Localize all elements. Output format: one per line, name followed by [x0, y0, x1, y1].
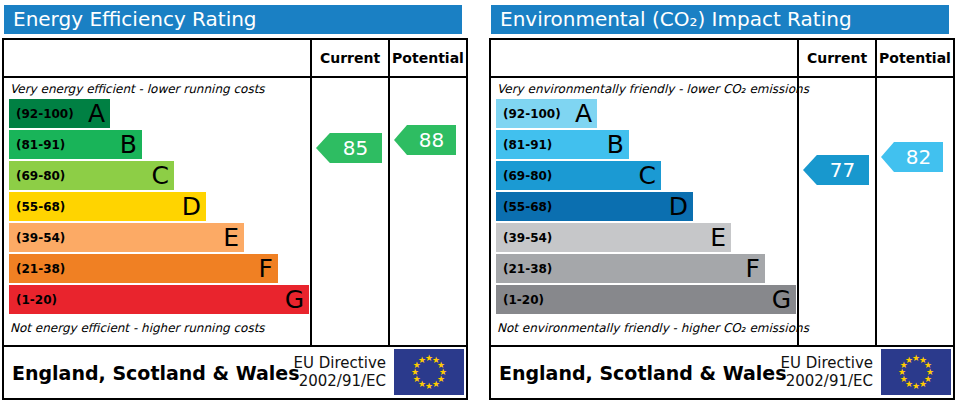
current-rating-arrow: 77	[803, 155, 869, 185]
energy-efficiency-panel: Energy Efficiency Rating Current Potenti…	[0, 0, 470, 404]
potential-rating-arrow: 88	[394, 125, 456, 155]
potential-column-divider	[388, 40, 390, 345]
band-b-letter: B	[120, 130, 137, 159]
current-rating-arrow: 85	[316, 133, 382, 163]
band-a: (92-100) A	[496, 99, 597, 128]
current-rating-value: 77	[830, 158, 855, 182]
band-d: (55-68) D	[496, 192, 693, 221]
environmental-rating-chart: Current Potential Very environmentally f…	[489, 38, 955, 400]
band-b: (81-91) B	[496, 130, 629, 159]
region-label: England, Scotland & Wales	[499, 362, 787, 384]
band-a-letter: A	[575, 99, 592, 128]
current-rating-value: 85	[343, 136, 368, 160]
band-d-range: (55-68)	[503, 200, 552, 214]
band-c: (69-80) C	[9, 161, 174, 190]
svg-text:★: ★	[912, 381, 920, 391]
band-f-letter: F	[746, 254, 760, 283]
band-c-range: (69-80)	[503, 169, 552, 183]
potential-rating-arrow: 82	[881, 142, 943, 172]
band-f: (21-38) F	[496, 254, 765, 283]
band-c-letter: C	[639, 161, 656, 190]
current-column-divider	[310, 40, 312, 345]
footer: England, Scotland & Wales EU Directive 2…	[4, 347, 466, 398]
footer: England, Scotland & Wales EU Directive 2…	[491, 347, 953, 398]
band-b-letter: B	[607, 130, 624, 159]
eu-flag-icon: ★★★ ★★★ ★★★ ★★★	[394, 349, 464, 395]
band-e: (39-54) E	[496, 223, 731, 252]
eu-directive-label: EU Directive 2002/91/EC	[781, 354, 873, 392]
svg-text:★: ★	[905, 355, 913, 365]
band-b-range: (81-91)	[16, 138, 65, 152]
band-f-letter: F	[259, 254, 273, 283]
band-a: (92-100) A	[9, 99, 110, 128]
svg-text:★: ★	[432, 379, 440, 389]
top-caption: Very environmentally friendly - lower CO…	[497, 82, 809, 96]
epc-rating-charts: Energy Efficiency Rating Current Potenti…	[0, 0, 957, 404]
band-a-range: (92-100)	[16, 107, 74, 121]
panel-title: Energy Efficiency Rating	[4, 5, 462, 34]
band-e-letter: E	[710, 223, 726, 252]
svg-text:★: ★	[425, 381, 433, 391]
eu-directive-line2: 2002/91/EC	[781, 373, 873, 392]
bottom-caption: Not energy efficient - higher running co…	[10, 321, 265, 335]
potential-rating-value: 88	[419, 128, 444, 152]
band-e: (39-54) E	[9, 223, 244, 252]
eu-directive-line2: 2002/91/EC	[294, 373, 386, 392]
svg-text:★: ★	[418, 355, 426, 365]
band-a-letter: A	[88, 99, 105, 128]
rating-bands: (92-100) A (81-91) B (69-80) C (55-68) D…	[9, 99, 310, 316]
band-c-range: (69-80)	[16, 169, 65, 183]
band-g: (1-20) G	[9, 285, 309, 314]
band-f: (21-38) F	[9, 254, 278, 283]
band-d-letter: D	[669, 192, 688, 221]
band-a-range: (92-100)	[503, 107, 561, 121]
band-f-range: (21-38)	[503, 262, 552, 276]
potential-rating-value: 82	[906, 145, 931, 169]
eu-directive-label: EU Directive 2002/91/EC	[294, 354, 386, 392]
region-label: England, Scotland & Wales	[12, 362, 300, 384]
band-c-letter: C	[152, 161, 169, 190]
band-g-range: (1-20)	[503, 293, 544, 307]
eu-directive-line1: EU Directive	[294, 354, 386, 373]
band-d-range: (55-68)	[16, 200, 65, 214]
band-g: (1-20) G	[496, 285, 796, 314]
svg-text:★: ★	[919, 379, 927, 389]
band-c: (69-80) C	[496, 161, 661, 190]
band-b-range: (81-91)	[503, 138, 552, 152]
potential-column-header: Potential	[390, 50, 466, 66]
band-d: (55-68) D	[9, 192, 206, 221]
environmental-impact-panel: Environmental (CO₂) Impact Rating Curren…	[487, 0, 957, 404]
band-f-range: (21-38)	[16, 262, 65, 276]
band-e-range: (39-54)	[503, 231, 552, 245]
band-e-letter: E	[223, 223, 239, 252]
band-g-letter: G	[285, 285, 304, 314]
bottom-caption: Not environmentally friendly - higher CO…	[497, 321, 809, 335]
band-d-letter: D	[182, 192, 201, 221]
top-caption: Very energy efficient - lower running co…	[10, 82, 265, 96]
energy-rating-chart: Current Potential Very energy efficient …	[2, 38, 468, 400]
band-e-range: (39-54)	[16, 231, 65, 245]
band-b: (81-91) B	[9, 130, 142, 159]
current-column-header: Current	[799, 50, 875, 66]
panel-title: Environmental (CO₂) Impact Rating	[491, 5, 949, 34]
header-row-divider	[491, 76, 953, 78]
current-column-header: Current	[312, 50, 388, 66]
eu-directive-line1: EU Directive	[781, 354, 873, 373]
rating-bands: (92-100) A (81-91) B (69-80) C (55-68) D…	[496, 99, 797, 316]
potential-column-header: Potential	[877, 50, 953, 66]
potential-column-divider	[875, 40, 877, 345]
eu-flag-icon: ★★★ ★★★ ★★★ ★★★	[881, 349, 951, 395]
band-g-range: (1-20)	[16, 293, 57, 307]
band-g-letter: G	[772, 285, 791, 314]
header-row-divider	[4, 76, 466, 78]
